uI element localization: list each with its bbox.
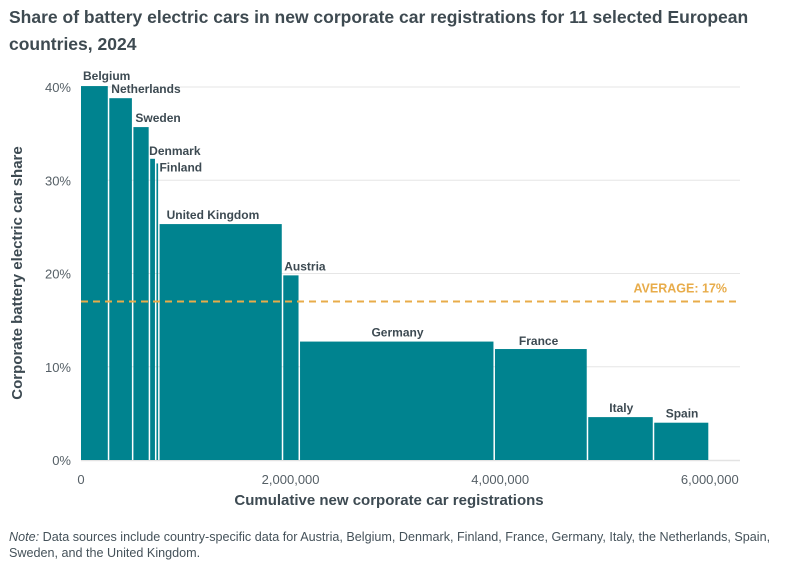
bar-label-spain: Spain <box>666 407 699 421</box>
bar-spain <box>654 422 709 460</box>
y-tick-label: 0% <box>52 453 71 468</box>
y-tick-label: 10% <box>45 360 71 375</box>
bar-france <box>494 349 587 460</box>
y-tick-label: 20% <box>45 267 71 282</box>
bar-label-sweden: Sweden <box>135 111 180 125</box>
chart-note: Note: Data sources include country-speci… <box>9 529 789 561</box>
bar-label-austria: Austria <box>284 259 326 273</box>
bar-germany <box>300 341 494 460</box>
y-tick-label: 40% <box>45 80 71 95</box>
x-tick-label: 0 <box>77 472 84 487</box>
bar-sweden <box>133 127 149 460</box>
bar-label-united-kingdom: United Kingdom <box>167 208 260 222</box>
bar-label-finland: Finland <box>159 160 202 174</box>
x-tick-label: 6,000,000 <box>681 472 739 487</box>
x-axis-title: Cumulative new corporate car registratio… <box>234 492 543 509</box>
bars <box>81 86 709 461</box>
x-tick-label: 2,000,000 <box>262 472 320 487</box>
bar-label-germany: Germany <box>371 326 423 340</box>
bar-label-france: France <box>519 334 559 348</box>
bar-label-belgium: Belgium <box>83 69 130 83</box>
average-label: AVERAGE: 17% <box>633 281 727 295</box>
average-line-group: AVERAGE: 17% <box>81 281 740 303</box>
bar-denmark <box>150 158 155 461</box>
bar-netherlands <box>109 98 132 460</box>
bar-italy <box>588 417 653 460</box>
y-axis-title: Corporate battery electric car share <box>9 146 26 399</box>
bar-label-italy: Italy <box>609 401 633 415</box>
y-tick-label: 30% <box>45 173 71 188</box>
y-axis-ticks: 0% 10% 20% 30% 40% <box>45 80 71 468</box>
note-text: Data sources include country-specific da… <box>9 530 771 560</box>
bar-austria <box>283 275 299 460</box>
chart-title: Share of battery electric cars in new co… <box>9 7 749 54</box>
bar-united-kingdom <box>159 224 282 460</box>
bar-finland <box>156 163 159 460</box>
bar-label-denmark: Denmark <box>149 144 201 158</box>
bar-belgium <box>81 86 108 460</box>
x-tick-label: 4,000,000 <box>471 472 529 487</box>
bar-label-netherlands: Netherlands <box>111 82 181 96</box>
note-label: Note: <box>9 530 40 544</box>
x-axis-ticks: 0 2,000,000 4,000,000 6,000,000 <box>77 472 738 487</box>
